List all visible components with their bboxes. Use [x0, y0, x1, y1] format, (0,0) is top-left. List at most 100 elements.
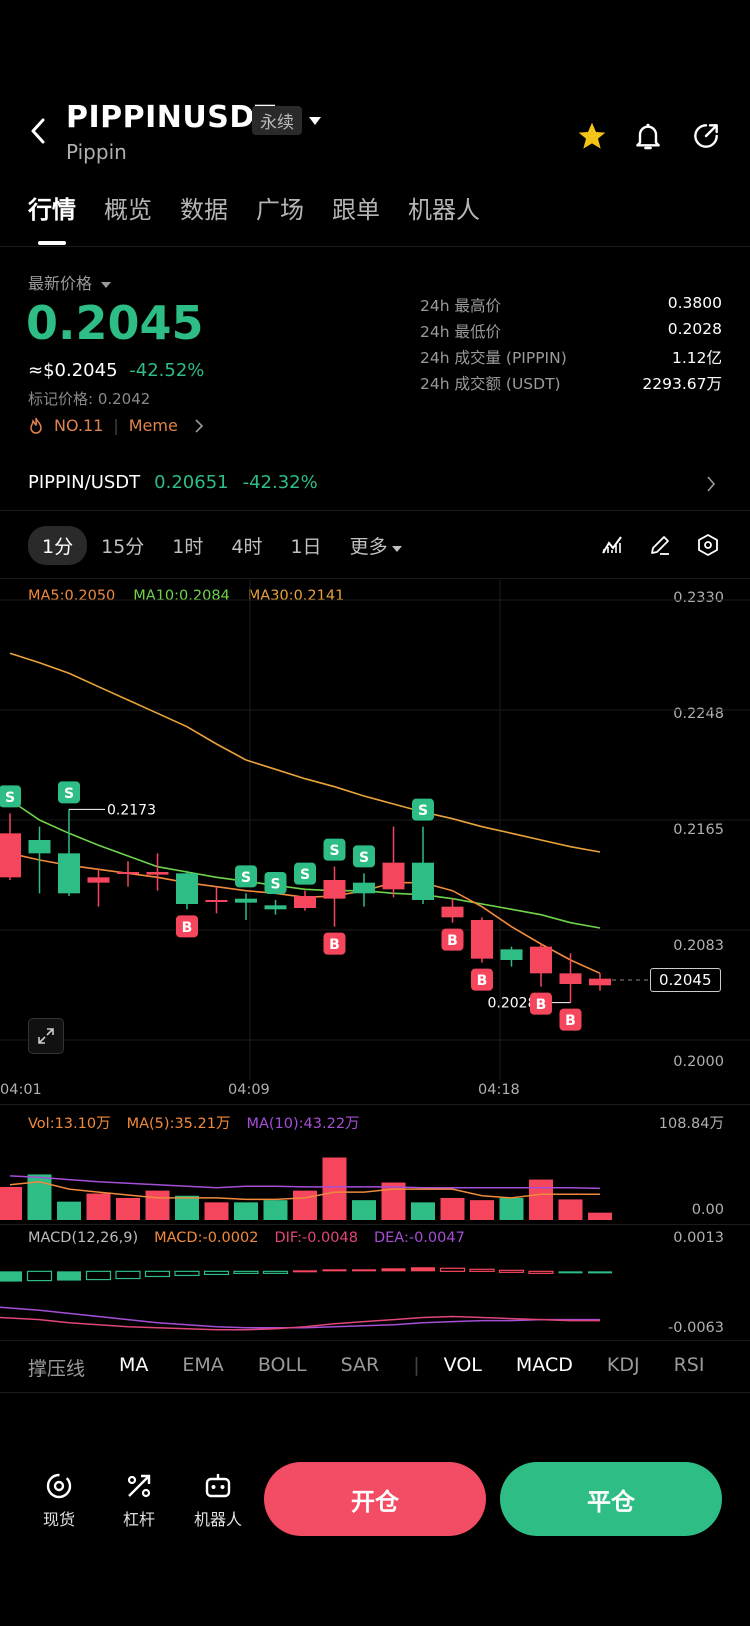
signal-letter: S: [270, 877, 280, 893]
spot-label: 现货: [42, 1510, 75, 1529]
spot-pair-row[interactable]: PIPPIN/USDT 0.20651 -42.32%: [28, 472, 318, 493]
favorite-button[interactable]: [576, 120, 608, 156]
ind-sar[interactable]: SAR: [340, 1354, 380, 1376]
leverage-label: 杠杆: [122, 1510, 155, 1529]
ind-vol[interactable]: VOL: [443, 1354, 482, 1376]
macd-value: MACD:-0.0002: [154, 1230, 259, 1246]
macd-histogram-bar: [144, 1270, 171, 1278]
rank-tags[interactable]: NO.11 | Meme: [28, 416, 204, 435]
y-tick-label: 0.2000: [673, 1054, 724, 1070]
draw-button[interactable]: [648, 533, 672, 561]
tab-copy-trade[interactable]: 跟单: [332, 196, 380, 224]
signal-letter: S: [329, 843, 339, 859]
stat-row: 24h 最低价 0.2028: [420, 320, 722, 346]
buy-signal-badge: B: [441, 928, 464, 951]
volume-bar: [145, 1190, 170, 1220]
main-tabs: 行情 概览 数据 广场 跟单 机器人: [28, 190, 480, 225]
signal-letter: S: [5, 790, 15, 806]
interval-4h[interactable]: 4时: [231, 536, 263, 558]
ind-support-resistance[interactable]: 撑压线: [28, 1358, 86, 1380]
spot-shortcut[interactable]: 现货: [24, 1470, 94, 1530]
volume-bar: [116, 1197, 140, 1220]
open-position-button[interactable]: 开仓: [264, 1462, 486, 1536]
ind-ema[interactable]: EMA: [182, 1354, 224, 1376]
mark-price: 标记价格: 0.2042: [28, 390, 151, 408]
sell-signal-badge: S: [353, 845, 375, 868]
usd-price: ≈$0.2045: [28, 360, 118, 381]
symbol-title[interactable]: PIPPINUSDT: [66, 100, 276, 135]
leverage-icon: [127, 1474, 151, 1498]
tab-square[interactable]: 广场: [256, 196, 304, 224]
macd-legend: MACD(12,26,9) MACD:-0.0002 DIF:-0.0048 D…: [28, 1230, 465, 1246]
interval-1h[interactable]: 1时: [172, 536, 204, 558]
divider: [0, 1224, 750, 1225]
stat-value: 0.3800: [667, 294, 722, 312]
leverage-shortcut[interactable]: 杠杆: [104, 1470, 174, 1530]
chart-settings-button[interactable]: [696, 533, 720, 561]
ind-rsi[interactable]: RSI: [673, 1354, 705, 1376]
y-tick-label: 0.2165: [673, 822, 724, 838]
macd-histogram-bar: [558, 1271, 583, 1274]
volume-ma5-line: [9, 1181, 600, 1201]
volume-bar: [57, 1201, 81, 1220]
signal-bg: [0, 785, 21, 808]
expand-chart-button[interactable]: [28, 1018, 64, 1054]
share-button[interactable]: [690, 120, 722, 156]
tab-bot[interactable]: 机器人: [408, 196, 480, 224]
usd-price-line: ≈$0.2045 -42.52%: [28, 360, 204, 381]
ind-kdj[interactable]: KDJ: [606, 1354, 640, 1376]
macd-histogram-bar: [174, 1270, 200, 1277]
stat-row: 24h 成交额 (USDT) 2293.67万: [420, 372, 722, 398]
stat-value: 0.2028: [667, 320, 722, 338]
close-position-button[interactable]: 平仓: [500, 1462, 722, 1536]
candle-body: [87, 877, 110, 883]
interval-1m[interactable]: 1分: [28, 526, 88, 565]
macd-histogram-bar: [498, 1269, 525, 1273]
signal-letter: S: [64, 786, 74, 802]
sell-signal-badge: S: [294, 862, 316, 885]
alert-button[interactable]: [632, 120, 664, 156]
volume-max-label: 108.84万: [658, 1116, 724, 1132]
candle-body: [264, 905, 287, 910]
dropdown-caret-icon: [309, 117, 321, 125]
24h-stats: 24h 最高价 0.3800 24h 最低价 0.2028 24h 成交量 (PIP…: [420, 294, 722, 398]
volume-min-label: 0.00: [691, 1202, 724, 1218]
candlestick-chart[interactable]: 0.2173 0.2028 S S B S S S S B S S B B B B: [0, 580, 750, 1080]
tab-market[interactable]: 行情: [28, 196, 76, 224]
interval-1d[interactable]: 1日: [290, 536, 322, 558]
ind-boll[interactable]: BOLL: [257, 1354, 307, 1376]
price-type-selector[interactable]: 最新价格: [28, 270, 112, 294]
volume-bar: [558, 1199, 583, 1220]
flame-icon: [30, 417, 42, 434]
bell-icon: [636, 123, 660, 150]
volume-bar: [175, 1195, 199, 1220]
back-button[interactable]: [24, 116, 54, 146]
macd-histogram-bar: [203, 1270, 230, 1276]
macd-histogram-bar: [469, 1268, 495, 1272]
ind-ma[interactable]: MA: [119, 1354, 149, 1376]
tab-data[interactable]: 数据: [180, 196, 228, 224]
x-tick-label: 04:09: [228, 1082, 270, 1098]
tab-overview[interactable]: 概览: [104, 196, 152, 224]
buy-signal-badge: B: [559, 1008, 582, 1031]
signal-letter: B: [182, 920, 193, 936]
indicator-button[interactable]: [600, 533, 624, 561]
ind-macd[interactable]: MACD: [515, 1354, 573, 1376]
macd-max-label: 0.0013: [673, 1230, 724, 1246]
volume-legend: Vol:13.10万 MA(5):35.21万 MA(10):43.22万: [28, 1112, 360, 1133]
macd-chart: [0, 1267, 612, 1331]
interval-15m[interactable]: 15分: [101, 536, 145, 558]
candle-body: [559, 973, 582, 984]
symbol-dropdown[interactable]: [308, 112, 322, 131]
bot-shortcut[interactable]: 机器人: [183, 1470, 253, 1530]
candle-body: [0, 833, 21, 878]
signal-letter: S: [300, 867, 310, 883]
interval-more[interactable]: 更多: [336, 526, 416, 565]
candle-body: [117, 872, 139, 874]
signal-letter: S: [418, 803, 428, 819]
spot-pair-chevron[interactable]: [706, 476, 716, 496]
volume-bar: [411, 1202, 435, 1220]
macd-histogram-bar: [26, 1270, 53, 1282]
macd-histogram-bar: [528, 1270, 554, 1274]
hexagon-settings-icon: [698, 533, 718, 557]
